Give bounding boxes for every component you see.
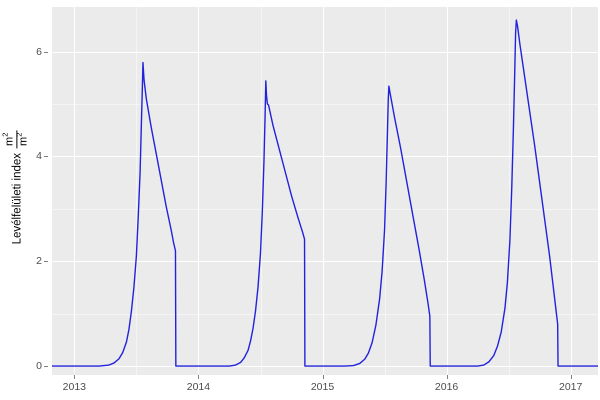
gridline-minor-vertical [260,7,262,375]
gridline-major-vertical [322,7,324,375]
gridline-major-vertical [570,7,572,375]
y-axis-tick-mark [44,51,48,53]
x-axis-tick-mark [322,375,324,379]
y-axis-ticks [8,0,44,400]
gridline-major-vertical [446,7,448,375]
x-axis-tick-label: 2013 [62,381,87,393]
gridline-minor-vertical [136,7,138,375]
gridline-minor-vertical [508,7,510,375]
y-axis-tick-mark [44,156,48,158]
x-axis-tick-label: 2016 [434,381,459,393]
plot-panel [52,7,598,375]
x-axis-tick-label: 2014 [186,381,211,393]
x-axis-tick-mark [74,375,76,379]
gridline-minor-horizontal [52,104,598,105]
x-axis-tick-label: 2015 [310,381,335,393]
x-axis-tick-mark [446,375,448,379]
gridline-major-horizontal [52,51,598,53]
y-axis-tick-label: 0 [36,360,42,373]
y-axis-tick-label: 2 [36,255,42,268]
gridline-major-horizontal [52,156,598,158]
gridline-major-vertical [198,7,200,375]
gridline-major-vertical [74,7,76,375]
gridline-minor-horizontal [52,208,598,210]
gridline-minor-horizontal [52,313,598,315]
x-axis-tick-mark [198,375,200,379]
y-axis-tick-label: 6 [36,45,42,58]
x-axis-tick-label: 2017 [559,381,583,393]
y-axis-tick-mark [44,366,48,368]
y-axis-tick-mark [44,261,48,263]
x-axis-tick-mark [570,375,572,379]
gridline-minor-vertical [384,7,386,375]
y-axis-tick-label: 4 [36,150,42,163]
series-path [52,19,598,367]
series-line-levelfeluleti-index [52,19,598,367]
gridline-major-horizontal [52,261,598,263]
